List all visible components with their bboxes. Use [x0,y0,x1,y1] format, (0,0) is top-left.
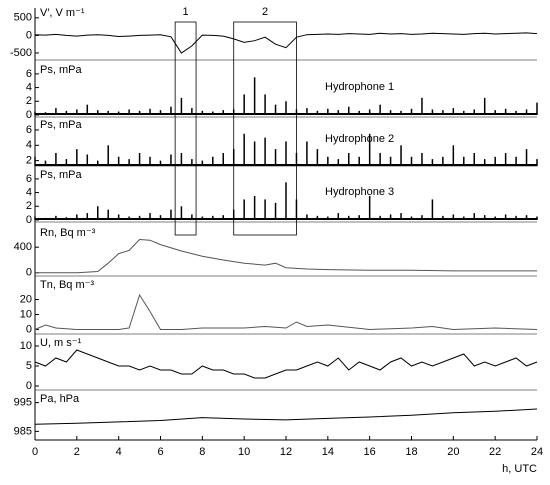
x-tick-label: 2 [74,446,80,458]
y-tick-label: 5 [26,360,32,372]
panel-label: Ps, mPa [40,119,82,131]
y-tick-label: 0 [26,214,32,226]
x-tick-label: 16 [364,446,376,458]
y-tick-label: 985 [14,425,32,437]
y-tick-label: 6 [26,68,32,80]
y-tick-label: 4 [26,81,32,93]
panel-subtitle: Hydrophone 2 [325,133,394,145]
y-tick-label: 20 [20,293,32,305]
panel-label: Ps, mPa [40,64,82,76]
x-tick-label: 14 [322,446,334,458]
y-tick-label: 10 [20,308,32,320]
panel-label: Rn, Bq m⁻³ [40,227,96,239]
y-tick-label: 0 [26,267,32,279]
x-tick-label: 4 [116,446,122,458]
panel-subtitle: Hydrophone 1 [325,81,394,93]
y-tick-label: 995 [14,397,32,409]
y-tick-label: 2 [26,155,32,167]
x-tick-label: 0 [32,446,38,458]
panel-label: Tn, Bq m⁻³ [40,279,94,291]
y-tick-label: 4 [26,139,32,151]
y-tick-label: 0 [26,323,32,335]
panel-subtitle: Hydrophone 3 [325,186,394,198]
y-tick-label: 0 [26,380,32,392]
y-tick-label: 2 [26,200,32,212]
x-tick-label: 22 [489,446,501,458]
x-tick-label: 20 [447,446,459,458]
y-tick-label: 0 [26,109,32,121]
y-tick-label: 2 [26,95,32,107]
x-tick-label: 10 [238,446,250,458]
panel-label: V′, V m⁻¹ [40,7,85,19]
x-tick-label: 6 [157,446,163,458]
y-tick-label: 400 [14,241,32,253]
y-tick-label: 500 [14,12,32,24]
y-tick-label: 0 [26,29,32,41]
x-tick-label: 18 [405,446,417,458]
region-label: 2 [262,6,268,18]
x-axis-label: h, UTC [502,463,537,475]
y-tick-label: 4 [26,186,32,198]
region-box [233,21,297,236]
x-tick-label: 24 [531,446,543,458]
panel-label: Ps, mPa [40,169,82,181]
region-label: 1 [183,6,189,18]
panel-label: U, m s⁻¹ [40,337,82,349]
x-tick-label: 8 [199,446,205,458]
y-tick-label: 6 [26,124,32,136]
y-tick-label: 10 [20,340,32,352]
data-line [34,349,538,379]
panel-label: Pa, hPa [40,393,80,405]
y-tick-label: -500 [10,47,32,59]
region-box [174,21,197,236]
data-line [34,408,538,425]
data-line [35,238,537,274]
data-line [34,293,538,331]
y-tick-label: 6 [26,173,32,185]
x-tick-label: 12 [280,446,292,458]
data-line [34,32,538,54]
